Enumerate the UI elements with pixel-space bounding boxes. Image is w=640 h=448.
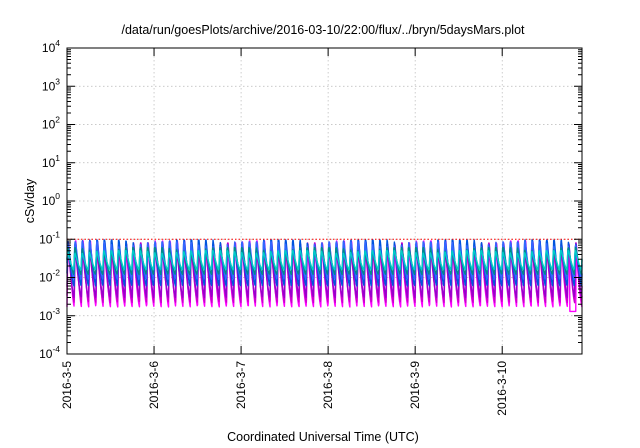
x-tick-label: 2016-3-7: [234, 361, 248, 409]
x-tick-label: 2016-3-8: [321, 361, 335, 409]
x-axis-label: Coordinated Universal Time (UTC): [227, 430, 419, 444]
series-line: [66, 250, 583, 271]
y-tick-label: 104: [42, 38, 60, 55]
x-tick-label: 2016-3-9: [408, 361, 422, 409]
y-tick-label: 103: [42, 76, 60, 93]
y-tick-label: 10-4: [39, 344, 60, 361]
y-tick-label: 100: [42, 191, 60, 208]
y-tick-labels: 10-4 10-3 10-2 10-1 100 101 102 103 104: [39, 38, 60, 361]
series-lines: [66, 238, 583, 313]
y-tick-label: 10-2: [39, 268, 60, 285]
x-tick-label: 2016-3-6: [147, 361, 161, 409]
x-tick-labels: 2016-3-5 2016-3-6 2016-3-7 2016-3-8 2016-3-9…: [60, 361, 509, 416]
x-tick-label: 2016-3-5: [60, 361, 74, 409]
y-tick-label: 102: [42, 115, 60, 132]
grid-lines: [67, 48, 582, 354]
chart-title: /data/run/goesPlots/archive/2016-03-10/2…: [121, 23, 525, 37]
axis-ticks: [66, 47, 582, 355]
x-tick-label: 2016-3-10: [495, 361, 509, 416]
y-tick-label: 10-1: [39, 229, 60, 246]
y-axis-label: cSv/day: [23, 178, 37, 223]
y-tick-label: 10-3: [39, 306, 60, 323]
y-tick-label: 101: [42, 153, 60, 170]
